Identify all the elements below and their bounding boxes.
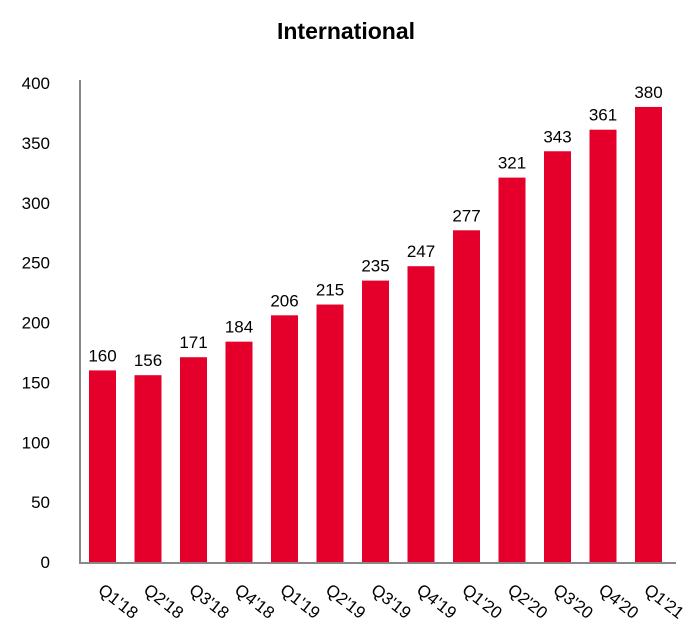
x-tick-label: Q2'20 bbox=[504, 580, 551, 623]
data-label: 215 bbox=[316, 281, 344, 300]
data-label: 321 bbox=[498, 154, 526, 173]
x-tick-label: Q4'20 bbox=[595, 580, 642, 623]
bar bbox=[271, 315, 298, 562]
y-tick-label: 0 bbox=[41, 553, 50, 572]
y-tick-label: 100 bbox=[22, 433, 50, 452]
bar bbox=[134, 375, 162, 562]
bar bbox=[498, 177, 526, 563]
y-tick-label: 150 bbox=[22, 373, 50, 392]
x-tick-label: Q2'19 bbox=[322, 580, 369, 623]
x-tick-label: Q3'20 bbox=[550, 580, 597, 623]
data-label: 184 bbox=[225, 318, 253, 337]
y-tick-label: 200 bbox=[22, 314, 50, 333]
bar bbox=[180, 357, 207, 562]
bar bbox=[407, 266, 435, 562]
data-label: 160 bbox=[88, 346, 116, 365]
chart-title: International bbox=[277, 18, 415, 44]
x-tick-label: Q3'19 bbox=[368, 580, 415, 623]
x-tick-label: Q1'19 bbox=[277, 580, 324, 623]
data-label: 343 bbox=[543, 127, 571, 146]
y-tick-label: 300 bbox=[22, 194, 50, 213]
x-tick-label: Q1'21 bbox=[641, 580, 688, 623]
x-tick-label: Q1'18 bbox=[95, 580, 142, 623]
y-tick-label: 350 bbox=[22, 134, 50, 153]
data-label: 277 bbox=[452, 206, 480, 225]
data-label: 206 bbox=[270, 291, 298, 310]
data-label: 380 bbox=[634, 83, 662, 102]
bar bbox=[316, 304, 344, 562]
x-tick-label: Q1'20 bbox=[459, 580, 506, 623]
y-tick-label: 50 bbox=[31, 493, 50, 512]
bar bbox=[453, 230, 480, 563]
data-label: 361 bbox=[589, 106, 617, 125]
x-tick-label: Q4'18 bbox=[231, 580, 278, 623]
x-tick-label: Q2'18 bbox=[140, 580, 187, 623]
data-label: 171 bbox=[179, 333, 207, 352]
bar bbox=[635, 106, 662, 562]
bar bbox=[89, 370, 116, 562]
x-tick-label: Q3'18 bbox=[186, 580, 233, 623]
bar bbox=[589, 129, 617, 562]
data-label: 247 bbox=[407, 242, 435, 261]
data-label: 235 bbox=[361, 257, 389, 276]
x-tick-label: Q4'19 bbox=[413, 580, 460, 623]
bar bbox=[544, 151, 571, 562]
bar bbox=[362, 280, 389, 562]
y-tick-label: 400 bbox=[22, 74, 50, 93]
y-tick-label: 250 bbox=[22, 254, 50, 273]
bar bbox=[225, 341, 253, 562]
data-label: 156 bbox=[134, 351, 162, 370]
